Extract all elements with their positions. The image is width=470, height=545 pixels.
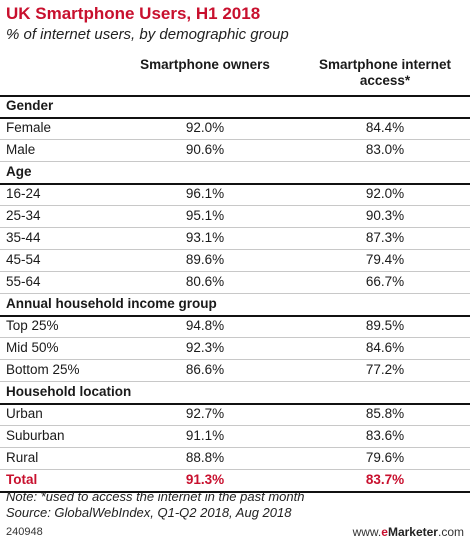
table-row-owners-value: 92.3%	[185, 340, 225, 355]
table-row-label: 35-44	[6, 230, 41, 245]
group-rule	[0, 315, 470, 317]
table-row-access-value: 79.6%	[365, 450, 405, 465]
table-row-owners-value: 94.8%	[185, 318, 225, 333]
row-divider	[0, 447, 470, 448]
row-divider	[0, 205, 470, 206]
table-row-label: 16-24	[6, 186, 41, 201]
column-header-internet-access: Smartphone internet access*	[318, 57, 451, 88]
table-row-label: 45-54	[6, 252, 41, 267]
table-row-label: Top 25%	[6, 318, 59, 333]
table-row: Male 90.6% 83.0%	[0, 140, 470, 160]
table-row-label: Female	[6, 120, 52, 135]
total-row: Total 91.3% 83.7%	[0, 470, 470, 490]
table-row-label: Male	[6, 142, 36, 157]
group-heading-label: Gender	[6, 98, 54, 113]
table-row-label: Suburban	[6, 428, 65, 443]
table-row-owners-value: 95.1%	[185, 208, 225, 223]
table-row: Female 92.0% 84.4%	[0, 118, 470, 138]
table-row-owners-value: 80.6%	[185, 274, 225, 289]
table-row-owners-value: 92.7%	[185, 406, 225, 421]
group-heading-label: Annual household income group	[6, 296, 217, 311]
total-rule	[0, 491, 470, 493]
table-row: Urban 92.7% 85.8%	[0, 404, 470, 424]
table-row: 16-24 96.1% 92.0%	[0, 184, 470, 204]
table-row: 25-34 95.1% 90.3%	[0, 206, 470, 226]
chart-title: UK Smartphone Users, H1 2018	[6, 4, 261, 23]
table-row: Bottom 25% 86.6% 77.2%	[0, 360, 470, 380]
table-row-access-value: 90.3%	[365, 208, 405, 223]
row-divider	[0, 469, 470, 470]
chart-subtitle: % of internet users, by demographic grou…	[6, 26, 289, 43]
brand-main: Marketer	[387, 525, 438, 539]
row-divider	[0, 293, 470, 294]
table-row-label: Bottom 25%	[6, 362, 80, 377]
source-note: Source: GlobalWebIndex, Q1-Q2 2018, Aug …	[6, 505, 292, 520]
group-rule	[0, 183, 470, 185]
group-heading: Age	[0, 162, 470, 182]
table-row-access-value: 77.2%	[365, 362, 405, 377]
row-divider	[0, 227, 470, 228]
footnote: Note: *used to access the internet in th…	[6, 489, 305, 504]
table-row-access-value: 87.3%	[365, 230, 405, 245]
total-row-access-value: 83.7%	[365, 472, 405, 487]
table-row-owners-value: 88.8%	[185, 450, 225, 465]
table-row-owners-value: 96.1%	[185, 186, 225, 201]
group-heading-label: Age	[6, 164, 32, 179]
table-row-access-value: 92.0%	[365, 186, 405, 201]
table-row: Top 25% 94.8% 89.5%	[0, 316, 470, 336]
table-row: 55-64 80.6% 66.7%	[0, 272, 470, 292]
table-row-owners-value: 91.1%	[185, 428, 225, 443]
table-row: Mid 50% 92.3% 84.6%	[0, 338, 470, 358]
column-header-owners: Smartphone owners	[140, 57, 270, 72]
brand-suffix: .com	[437, 525, 464, 539]
table-row: 45-54 89.6% 79.4%	[0, 250, 470, 270]
table-row-owners-value: 89.6%	[185, 252, 225, 267]
row-divider	[0, 161, 470, 162]
row-divider	[0, 381, 470, 382]
table-row-label: 55-64	[6, 274, 41, 289]
table-row-access-value: 79.4%	[365, 252, 405, 267]
group-heading: Household location	[0, 382, 470, 402]
table-row-access-value: 83.6%	[365, 428, 405, 443]
row-divider	[0, 337, 470, 338]
brand-prefix: www.	[352, 525, 382, 539]
row-divider	[0, 271, 470, 272]
table-row: Rural 88.8% 79.6%	[0, 448, 470, 468]
group-heading-label: Household location	[6, 384, 132, 399]
table-row-label: Rural	[6, 450, 39, 465]
row-divider	[0, 249, 470, 250]
total-row-owners-value: 91.3%	[185, 472, 225, 487]
table-row-label: 25-34	[6, 208, 41, 223]
group-heading: Gender	[0, 96, 470, 116]
table-row-access-value: 89.5%	[365, 318, 405, 333]
table-row-access-value: 84.4%	[365, 120, 405, 135]
header-rule	[0, 95, 470, 97]
table-row-access-value: 66.7%	[365, 274, 405, 289]
table-row-owners-value: 92.0%	[185, 120, 225, 135]
table-row-owners-value: 90.6%	[185, 142, 225, 157]
brand-logo: www.eMarketer.com	[353, 525, 464, 539]
table-row-access-value: 84.6%	[365, 340, 405, 355]
table-row-access-value: 83.0%	[365, 142, 405, 157]
group-rule	[0, 403, 470, 405]
row-divider	[0, 359, 470, 360]
table-row-access-value: 85.8%	[365, 406, 405, 421]
table-row-owners-value: 86.6%	[185, 362, 225, 377]
table-row-label: Mid 50%	[6, 340, 59, 355]
row-divider	[0, 139, 470, 140]
total-row-label: Total	[6, 472, 38, 487]
group-heading: Annual household income group	[0, 294, 470, 314]
chart-id: 240948	[6, 526, 43, 538]
brand-e: e	[381, 525, 388, 539]
table-row: 35-44 93.1% 87.3%	[0, 228, 470, 248]
table-row: Suburban 91.1% 83.6%	[0, 426, 470, 446]
table-row-label: Urban	[6, 406, 43, 421]
table-row-owners-value: 93.1%	[185, 230, 225, 245]
group-rule	[0, 117, 470, 119]
row-divider	[0, 425, 470, 426]
